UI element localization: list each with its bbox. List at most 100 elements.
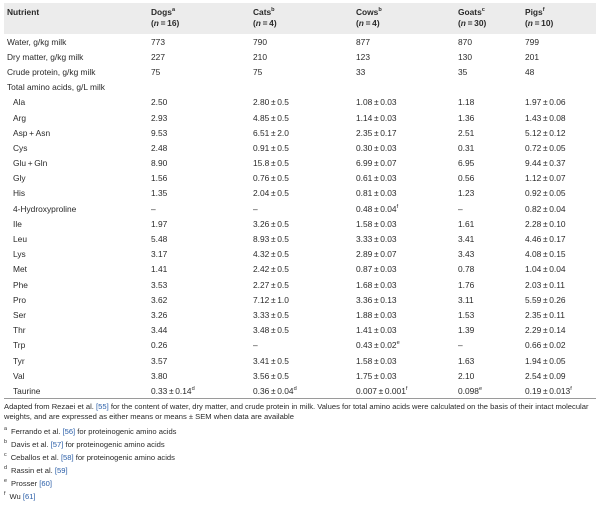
column-header-name: Dogs (151, 7, 172, 17)
table-row: Ile 1.97 3.26 ± 0.5 1.58 ± 0.03 1.61 2.28 ± 0… (4, 216, 596, 231)
cell-value: 3.62 (151, 294, 168, 305)
cell-value: 799 (525, 36, 539, 47)
table-row: Phe 3.53 2.27 ± 0.5 1.68 ± 0.03 1.76 2.03 ± 0… (4, 277, 596, 292)
table-cell: 877 (353, 34, 455, 49)
cell-footnote-mark: e (396, 340, 400, 347)
table-cell: 0.78 (455, 262, 522, 277)
table-cell: 9.44 ± 0.37 (522, 156, 596, 171)
sample-size-open: ( (356, 18, 359, 28)
cell-value: 0.78 (458, 264, 475, 275)
sample-size-value: 10 (541, 18, 551, 28)
cell-value: 1.58 ± 0.03 (356, 355, 397, 366)
table-cell: – (455, 201, 522, 216)
footnote-reference-link[interactable]: [61] (22, 492, 36, 501)
cell-value: – (458, 340, 463, 351)
footnote-reference-link[interactable]: [56] (62, 427, 76, 436)
table-row: Glu + Gln 8.90 15.8 ± 0.5 6.99 ± 0.07 6.95 9.… (4, 156, 596, 171)
column-header-footnote-mark: a (171, 7, 176, 14)
sample-size-variable: n (255, 18, 261, 28)
table-cell: 1.76 (455, 277, 522, 292)
footnote-reference-link[interactable]: [59] (54, 466, 68, 475)
footnote-text-rest: for proteinogenic amino acids (63, 440, 165, 449)
cell-value: 0.56 (458, 173, 475, 184)
table-cell: 1.58 ± 0.03 (353, 216, 455, 231)
table-row: Ala 2.50 2.80 ± 0.5 1.08 ± 0.03 1.18 1.97 ± 0… (4, 95, 596, 110)
cell-value: 3.80 (151, 370, 168, 381)
sample-size-open: ( (253, 18, 256, 28)
table-cell: 0.26 (148, 338, 250, 353)
sample-size-variable: n (153, 18, 159, 28)
column-header: Nutrient (4, 3, 148, 34)
table-cell: 4.46 ± 0.17 (522, 231, 596, 246)
cell-value: 4.08 ± 0.15 (525, 249, 566, 260)
cell-value: – (458, 203, 463, 214)
cell-value: 3.44 (151, 325, 168, 336)
cell-value: 0.91 ± 0.5 (253, 142, 289, 153)
table-row: Leu 5.48 8.93 ± 0.5 3.33 ± 0.03 3.41 4.46 ± 0… (4, 231, 596, 246)
row-label: Taurine (4, 383, 148, 400)
table-cell: 6.95 (455, 156, 522, 171)
row-label: Leu (13, 234, 27, 245)
table-row: His 1.35 2.04 ± 0.5 0.81 ± 0.03 1.23 0.92 ± 0… (4, 186, 596, 201)
footnote-text-rest: for proteinogenic amino acids (73, 453, 175, 462)
table-cell: 35 (455, 64, 522, 79)
table-cell: 1.39 (455, 323, 522, 338)
table-cell: 1.53 (455, 307, 522, 322)
table-cell: 773 (148, 34, 250, 49)
cell-value: 4.85 ± 0.5 (253, 112, 289, 123)
table-cell (455, 80, 522, 95)
cell-value: 5.59 ± 0.26 (525, 294, 566, 305)
footnote-item: f Wu [61] (4, 492, 594, 505)
cell-value: 1.08 ± 0.03 (356, 97, 397, 108)
table-row: Total amino acids, g/L milk (4, 80, 596, 95)
table-footnotes: Adapted from Rezaei et al. [55] for the … (4, 402, 594, 505)
cell-value: 3.57 (151, 355, 168, 366)
table-cell: – (148, 201, 250, 216)
table-cell: 48 (522, 64, 596, 79)
source-note-reference-link[interactable]: [55] (96, 402, 109, 411)
cell-value: 1.14 ± 0.03 (356, 112, 397, 123)
column-header-footnote-mark: b (271, 7, 275, 14)
cell-value: 1.04 ± 0.04 (525, 264, 566, 275)
table-cell: 1.61 (455, 216, 522, 231)
table-row: 4-Hydroxyproline – –0.48 ± 0.04f –0.82 ± 0.… (4, 201, 596, 216)
table-cell: 0.66 ± 0.02 (522, 338, 596, 353)
table-cell: 2.48 (148, 140, 250, 155)
row-label: Ile (13, 218, 22, 229)
cell-value: 1.18 (458, 97, 475, 108)
column-header: Pigsf (n = 10) (522, 3, 596, 34)
row-label: Phe (13, 279, 28, 290)
table-cell: 2.50 (148, 95, 250, 110)
footnote-reference-link[interactable]: [57] (50, 440, 64, 449)
cell-value: 1.53 (458, 309, 475, 320)
footnote-reference-link[interactable]: [60] (39, 479, 52, 488)
sample-size-open: ( (151, 18, 154, 28)
cell-value: 0.76 ± 0.5 (253, 173, 289, 184)
cell-value: 7.12 ± 1.0 (253, 294, 289, 305)
cell-value: 3.33 ± 0.03 (356, 234, 397, 245)
table-cell: 1.18 (455, 95, 522, 110)
cell-value: 2.29 ± 0.14 (525, 325, 566, 336)
table-cell: 2.28 ± 0.10 (522, 216, 596, 231)
footnote-reference-link[interactable]: [58] (60, 453, 74, 462)
row-label: His (13, 188, 26, 199)
cell-value: 35 (458, 66, 468, 77)
table-cell: 2.10 (455, 368, 522, 383)
column-header: Dogsa (n = 16) (148, 3, 250, 34)
cell-value: 0.33 ± 0.14 (151, 385, 192, 396)
footnote-list: a Ferrando et al. [56] for proteinogenic … (4, 427, 594, 505)
cell-value: 33 (356, 66, 366, 77)
table-cell: 3.53 (148, 277, 250, 292)
table-cell: 3.33 ± 0.03 (353, 231, 455, 246)
row-label: Ala (13, 97, 26, 108)
table-cell: 0.81 ± 0.03 (353, 186, 455, 201)
table-cell: 8.90 (148, 156, 250, 171)
column-header-name: Pigs (525, 7, 543, 17)
table-cell: 0.098e (455, 383, 522, 400)
row-label: Ser (13, 309, 27, 320)
table-cell: 3.62 (148, 292, 250, 307)
sample-size-equals: = (363, 18, 373, 28)
cell-value: 3.26 ± 0.5 (253, 218, 289, 229)
cell-value: 2.80 ± 0.5 (253, 97, 289, 108)
